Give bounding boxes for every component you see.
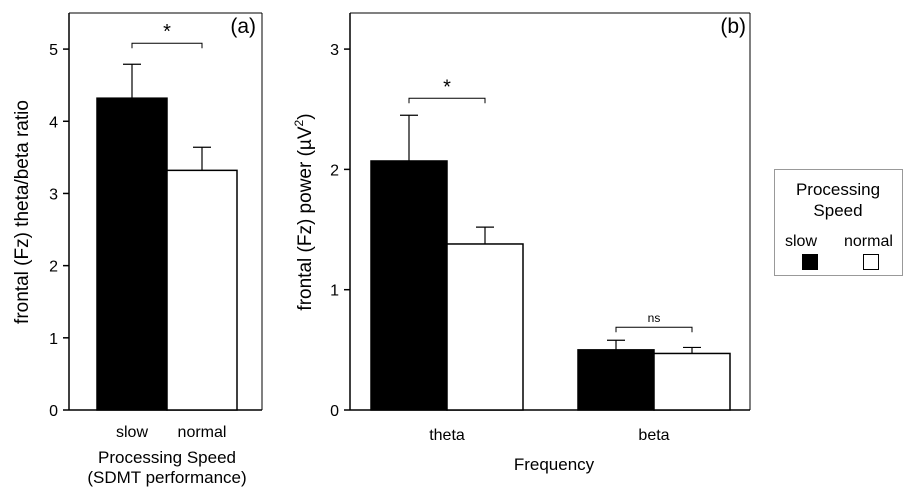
panel-b-y-tick-label: 0 [330,403,339,420]
panel-a-significance-label: * [163,21,171,43]
panel-a-normal-bar [166,169,238,411]
panel-a-y-title: frontal (Fz) theta/beta ratio [12,100,33,324]
panel-b-x-tick-label: theta [429,427,465,444]
panel-a-y-tick-label: 2 [49,259,58,276]
panel-a-x-title-line2: (SDMT performance) [87,468,246,487]
panel-b-theta-slow-bar [370,160,448,411]
panel-a-y-tick-label: 5 [49,42,58,59]
panel-a-y-tick-label: 0 [49,403,58,420]
panel-a-label: (a) [230,15,256,38]
panel-b-x-tick-label: beta [638,427,669,444]
panel-b: (b) frontal (Fz) power (µV2) Frequency 0… [292,12,751,474]
panel-a-marks: 0 1 2 3 4 5 slow normal * [49,21,238,441]
legend: Processing Speed slow normal [774,169,903,276]
panel-a-y-tick-label: 4 [49,114,58,131]
panel-b-label: (b) [720,15,746,38]
legend-title-line2: Speed [813,201,863,220]
panel-b-y-tick-label: 1 [330,283,339,300]
panel-b-theta-significance-label: * [443,76,451,98]
panel-b-beta-significance-bracket [615,326,693,333]
panel-a-x-tick-label: normal [178,424,227,441]
legend-title-line1: Processing [795,180,881,199]
panel-b-y-title-end: ) [295,113,316,119]
panel-a-significance-bracket [131,42,203,49]
legend-label-normal: normal [844,233,893,250]
panel-b-y-title: frontal (Fz) power (µV2) [292,113,316,310]
panel-b-theta-normal-bar [446,243,524,411]
panel-b-beta-slow-bar [577,349,655,411]
panel-a-y-tick-label: 1 [49,331,58,348]
panel-b-y-tick-label: 3 [330,42,339,59]
panel-a-y-tick-label: 3 [49,186,58,203]
legend-swatch-slow [802,254,818,270]
panel-b-y-title-main: frontal (Fz) power (µV [295,126,316,310]
panel-b-marks: 0 1 2 3 theta beta * ns [330,42,731,444]
panel-b-y-title-sup: 2 [292,119,306,126]
panel-a-x-tick-label: slow [116,424,148,441]
panel-a-x-title-line1: Processing Speed [98,448,236,467]
panel-b-x-title: Frequency [514,455,595,474]
panel-a: (a) frontal (Fz) theta/beta ratio Proces… [12,12,263,487]
panel-b-theta-significance-bracket [408,97,486,104]
legend-label-slow: slow [785,233,818,250]
panel-a-slow-bar [96,97,168,411]
legend-swatch-normal [863,254,879,270]
panel-b-beta-normal-bar [653,352,731,411]
panel-b-y-tick-label: 2 [330,162,339,179]
panel-b-beta-significance-label: ns [648,311,661,325]
